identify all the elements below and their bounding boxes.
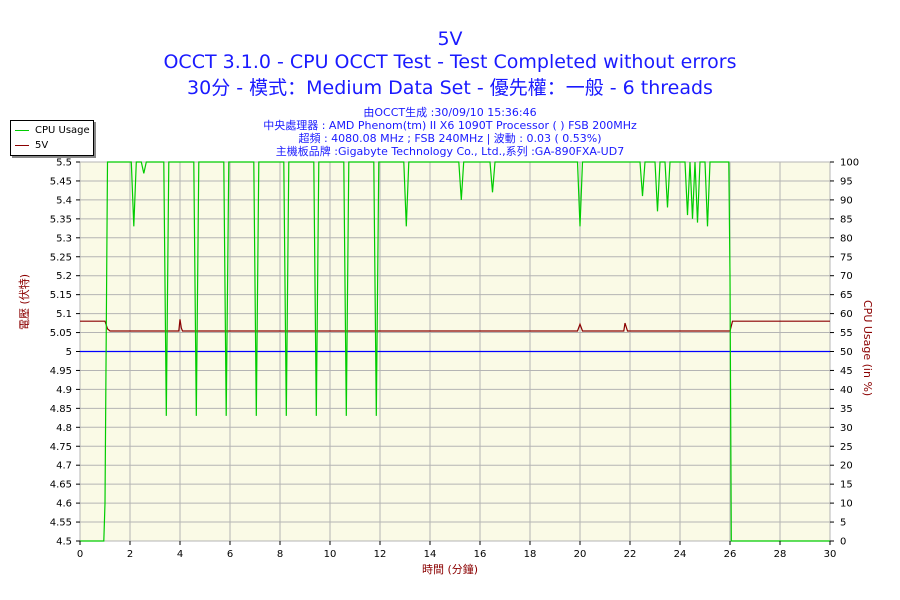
y-tick-label: 4.7 xyxy=(56,461,72,472)
y-tick-label: 4.5 xyxy=(56,537,72,548)
x-tick-label: 18 xyxy=(524,549,537,560)
y2-tick-label: 55 xyxy=(840,328,853,339)
y2-tick-label: 25 xyxy=(840,442,853,453)
y-axis-label-left: 電壓 (伏特) xyxy=(18,273,31,330)
y-tick-label: 4.95 xyxy=(50,366,72,377)
y2-tick-label: 40 xyxy=(840,385,853,396)
y2-tick-label: 75 xyxy=(840,252,853,263)
y-tick-label: 4.9 xyxy=(56,385,72,396)
y-tick-label: 5.5 xyxy=(56,158,72,169)
y2-tick-label: 90 xyxy=(840,195,853,206)
y2-tick-label: 15 xyxy=(840,480,853,491)
y2-tick-label: 0 xyxy=(840,537,846,548)
info-cpu: 中央處理器 : AMD Phenom(tm) II X6 1090T Proce… xyxy=(263,119,637,132)
y-tick-label: 5.05 xyxy=(50,328,72,339)
series-line-cpu-usage xyxy=(80,161,830,542)
legend-swatch-cpu xyxy=(15,129,29,131)
y2-tick-label: 50 xyxy=(840,347,853,358)
y2-tick-label: 95 xyxy=(840,176,853,187)
legend: CPU Usage 5V xyxy=(10,120,94,156)
x-tick-label: 28 xyxy=(774,549,787,560)
x-tick-label: 6 xyxy=(227,549,233,560)
y-tick-label: 4.8 xyxy=(56,423,72,434)
y2-tick-label: 30 xyxy=(840,423,853,434)
y2-tick-label: 100 xyxy=(840,158,859,169)
x-tick-label: 14 xyxy=(424,549,437,560)
y-tick-label: 5.15 xyxy=(50,290,72,301)
y-tick-label: 5.45 xyxy=(50,176,72,187)
legend-item-5v: 5V xyxy=(15,138,48,152)
x-tick-label: 30 xyxy=(824,549,837,560)
y-tick-label: 4.65 xyxy=(50,480,72,491)
x-tick-label: 24 xyxy=(674,549,687,560)
y-tick-label: 5.25 xyxy=(50,252,72,263)
y2-tick-label: 85 xyxy=(840,214,853,225)
y-tick-label: 5.3 xyxy=(56,233,72,244)
y2-tick-label: 45 xyxy=(840,366,853,377)
y2-tick-label: 35 xyxy=(840,404,853,415)
x-tick-label: 4 xyxy=(177,549,183,560)
x-axis-label: 時間 (分鐘) xyxy=(421,563,479,576)
info-generated: 由OCCT生成 :30/09/10 15:36:46 xyxy=(363,106,537,119)
series-layer xyxy=(80,161,830,542)
y-tick-label: 4.55 xyxy=(50,518,72,529)
y-tick-label: 4.75 xyxy=(50,442,72,453)
y2-tick-label: 20 xyxy=(840,461,853,472)
info-overclock: 超頻 : 4080.08 MHz ; FSB 240MHz | 波動 : 0.0… xyxy=(298,132,602,145)
y-tick-label: 4.6 xyxy=(56,499,72,510)
y-tick-label: 5.2 xyxy=(56,271,72,282)
series-line-5v xyxy=(80,319,830,332)
y-tick-label: 5.1 xyxy=(56,309,72,320)
legend-swatch-5v xyxy=(15,144,29,146)
legend-label-5v: 5V xyxy=(35,139,49,151)
y2-tick-label: 70 xyxy=(840,271,853,282)
x-tick-label: 26 xyxy=(724,549,737,560)
y-tick-label: 5.35 xyxy=(50,214,72,225)
x-tick-label: 20 xyxy=(574,549,587,560)
y-tick-label: 5 xyxy=(66,347,72,358)
y-axis-label-right: CPU Usage (in %) xyxy=(861,300,874,397)
y2-tick-label: 10 xyxy=(840,499,853,510)
y2-tick-label: 80 xyxy=(840,233,853,244)
legend-label-cpu: CPU Usage xyxy=(35,124,90,136)
y2-tick-label: 65 xyxy=(840,290,853,301)
y2-tick-label: 60 xyxy=(840,309,853,320)
y-tick-label: 4.85 xyxy=(50,404,72,415)
y2-tick-label: 5 xyxy=(840,518,846,529)
x-tick-label: 22 xyxy=(624,549,637,560)
x-tick-label: 10 xyxy=(324,549,337,560)
legend-item-cpu: CPU Usage xyxy=(15,123,90,137)
x-tick-label: 0 xyxy=(77,549,83,560)
chart-subtitle-mode: 30分 - 模式：Medium Data Set - 優先權：一般 - 6 th… xyxy=(187,77,713,99)
info-motherboard: 主機板品牌 :Gigabyte Technology Co., Ltd.,系列 … xyxy=(275,145,625,158)
y-tick-label: 5.4 xyxy=(56,195,72,206)
x-tick-label: 2 xyxy=(127,549,133,560)
x-tick-label: 12 xyxy=(374,549,387,560)
chart-title: 5V xyxy=(437,28,463,50)
x-tick-label: 16 xyxy=(474,549,487,560)
x-tick-label: 8 xyxy=(277,549,283,560)
chart-subtitle-test: OCCT 3.1.0 - CPU OCCT Test - Test Comple… xyxy=(163,51,737,73)
tick-labels: 0 2 4 6 8 10 12 14 16 18 20 22 24 26 28 304.54.554.64.6… xyxy=(50,158,859,561)
